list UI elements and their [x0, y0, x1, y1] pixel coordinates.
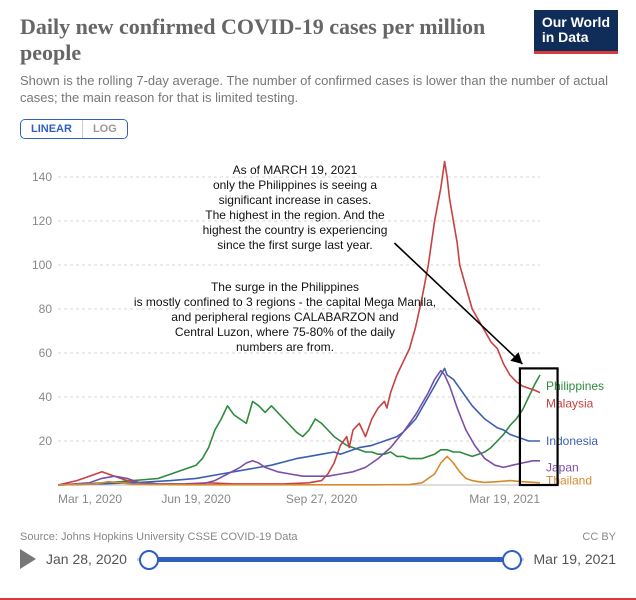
chart-footer: Source: Johns Hopkins University CSSE CO…	[20, 531, 616, 543]
svg-text:Mar 1, 2020: Mar 1, 2020	[58, 492, 122, 506]
svg-text:Malaysia: Malaysia	[546, 396, 594, 410]
owid-badge: Our World in Data	[534, 10, 618, 54]
play-button[interactable]	[20, 549, 36, 569]
time-slider[interactable]	[137, 556, 524, 562]
svg-text:60: 60	[39, 346, 53, 360]
chart-title: Daily new confirmed COVID-19 cases per m…	[20, 14, 496, 67]
scale-toggle: LINEAR LOG	[20, 119, 128, 139]
annotation-1-text: As of MARCH 19, 2021 only the Philippine…	[203, 163, 388, 252]
license-text: CC BY	[582, 531, 616, 543]
svg-text:Sep 27, 2020: Sep 27, 2020	[286, 492, 358, 506]
svg-text:100: 100	[32, 258, 52, 272]
svg-text:Mar 19, 2021: Mar 19, 2021	[469, 492, 540, 506]
slider-knob-start[interactable]	[139, 550, 159, 570]
svg-text:Jun 19, 2020: Jun 19, 2020	[161, 492, 231, 506]
slider-fill	[147, 557, 512, 562]
annotation-2-text: The surge in the Philippines is mostly c…	[134, 280, 436, 354]
svg-text:20: 20	[39, 434, 53, 448]
badge-line1: Our World	[542, 15, 610, 30]
svg-text:140: 140	[32, 170, 52, 184]
svg-text:40: 40	[39, 390, 53, 404]
chart-subtitle: Shown is the rolling 7-day average. The …	[20, 73, 616, 107]
time-slider-row: Jan 28, 2020 Mar 19, 2021	[20, 549, 616, 569]
source-text: Source: Johns Hopkins University CSSE CO…	[20, 531, 298, 543]
chart-page: Our World in Data Daily new confirmed CO…	[0, 0, 636, 600]
svg-text:Indonesia: Indonesia	[546, 434, 598, 448]
annotation-2: The surge in the Philippines is mostly c…	[120, 280, 450, 355]
svg-text:120: 120	[32, 214, 52, 228]
slider-knob-end[interactable]	[502, 550, 522, 570]
annotation-1: As of MARCH 19, 2021 only the Philippine…	[170, 163, 420, 253]
slider-start-label: Jan 28, 2020	[46, 551, 127, 567]
slider-end-label: Mar 19, 2021	[534, 551, 617, 567]
svg-text:Japan: Japan	[546, 460, 579, 474]
log-button[interactable]: LOG	[82, 120, 127, 138]
svg-text:Philippines: Philippines	[546, 379, 604, 393]
linear-button[interactable]: LINEAR	[21, 120, 82, 138]
svg-text:80: 80	[39, 302, 53, 316]
badge-line2: in Data	[542, 30, 610, 45]
chart-area: 20 40 60 80 100 120 140 Mar 1, 2020 Jun 19, 2020…	[20, 145, 616, 525]
